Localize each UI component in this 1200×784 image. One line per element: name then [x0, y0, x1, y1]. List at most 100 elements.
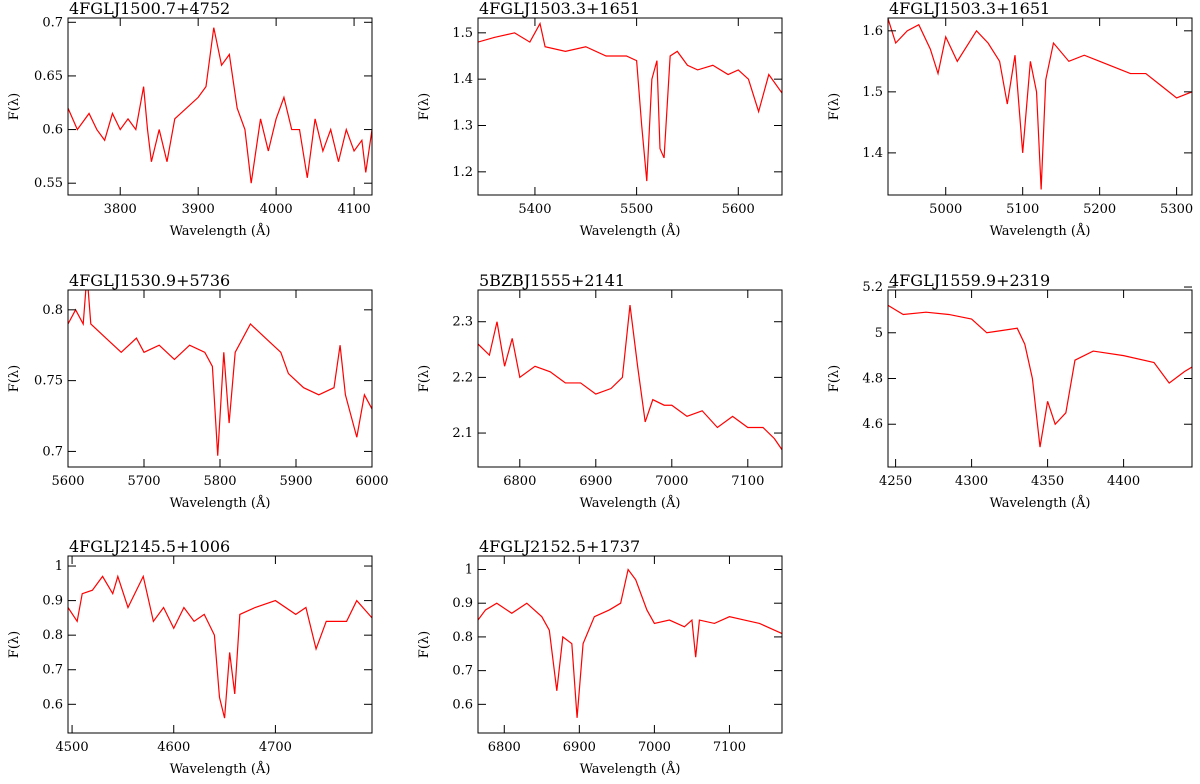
y-tick-label: 0.7 — [452, 664, 473, 679]
plot-frame — [67, 289, 373, 468]
y-axis-label: F(λ) — [7, 365, 22, 392]
x-tick-label: 5400 — [518, 202, 551, 217]
panel: 4250 4300 4350 4400 4.6 4.8 5 5.2 4FGLJ1559.9+23… — [827, 271, 1193, 511]
plot-frame — [477, 289, 783, 468]
panel: 6800 6900 7000 7100 0.6 0.7 0.8 0.9 1 4FGLJ2152.5… — [417, 537, 783, 777]
x-tick-label: 7000 — [655, 474, 688, 489]
y-tick-label: 2.1 — [452, 426, 473, 441]
y-axis-label: F(λ) — [417, 631, 432, 658]
y-tick-label: 0.7 — [42, 663, 63, 678]
plot-area — [68, 574, 372, 719]
x-axis-label: Wavelength (Å) — [990, 495, 1091, 511]
x-tick-label: 6900 — [579, 474, 612, 489]
plot-area — [478, 21, 782, 182]
panel-title: 4FGLJ2152.5+1737 — [479, 537, 640, 556]
plot-area — [478, 304, 782, 451]
y-axis-label: F(λ) — [7, 631, 22, 658]
y-tick-label: 1.5 — [862, 85, 883, 100]
x-tick-label: 6900 — [563, 740, 596, 755]
x-tick-label: 4350 — [1031, 474, 1064, 489]
y-tick-label: 0.65 — [34, 69, 63, 84]
x-tick-label: 4400 — [1107, 474, 1140, 489]
panel: 6800 6900 7000 7100 2.1 2.2 2.3 5BZBJ1555+2141 W… — [417, 271, 783, 511]
x-axis-label: Wavelength (Å) — [170, 495, 271, 511]
spectrum-line — [478, 21, 782, 182]
plot-frame — [477, 555, 783, 734]
y-tick-label: 0.7 — [42, 15, 63, 30]
x-tick-label: 3800 — [104, 202, 137, 217]
spectrum-line — [478, 568, 782, 718]
y-axis-label: F(λ) — [417, 365, 432, 392]
x-tick-label: 7000 — [638, 740, 671, 755]
x-tick-label: 5100 — [1006, 202, 1039, 217]
x-tick-label: 5200 — [1083, 202, 1116, 217]
y-axis-label: F(λ) — [7, 93, 22, 120]
x-axis-label: Wavelength (Å) — [170, 223, 271, 239]
panel: 3800 3900 4000 4100 0.55 0.6 0.65 0.7 4FGLJ1500.… — [7, 0, 373, 239]
x-tick-label: 5600 — [51, 474, 84, 489]
x-axis-label: Wavelength (Å) — [170, 761, 271, 777]
plot-area — [478, 568, 782, 718]
panel-title: 5BZBJ1555+2141 — [479, 271, 625, 290]
y-tick-label: 0.7 — [42, 444, 63, 459]
x-tick-label: 5900 — [279, 474, 312, 489]
y-tick-label: 1 — [465, 562, 473, 577]
panel-title: 4FGLJ1503.3+1651 — [889, 0, 1050, 18]
plot-frame — [67, 17, 373, 196]
y-tick-label: 1.4 — [452, 72, 473, 87]
x-tick-label: 4000 — [260, 202, 293, 217]
x-tick-label: 5700 — [127, 474, 160, 489]
y-tick-label: 5.2 — [862, 280, 883, 295]
y-tick-label: 1 — [55, 559, 63, 574]
plot-frame — [67, 555, 373, 734]
panel: 5000 5100 5200 5300 1.4 1.5 1.6 4FGLJ1503.3+165… — [827, 0, 1193, 239]
y-tick-label: 0.8 — [42, 303, 63, 318]
panel-title: 4FGLJ1503.3+1651 — [479, 0, 640, 18]
y-axis-label: F(λ) — [417, 93, 432, 120]
x-tick-label: 7100 — [731, 474, 764, 489]
plot-area — [888, 304, 1192, 448]
panel: 5400 5500 5600 1.2 1.3 1.4 1.5 4FGLJ1503.3+1651… — [417, 0, 783, 239]
panel-title: 4FGLJ1559.9+2319 — [889, 271, 1050, 290]
x-tick-label: 6800 — [503, 474, 536, 489]
plot-frame — [477, 17, 783, 196]
plot-area — [888, 18, 1192, 190]
plot-frame — [887, 17, 1193, 196]
spectrum-line — [888, 304, 1192, 448]
y-tick-label: 1.3 — [452, 118, 473, 133]
y-axis-label: F(λ) — [827, 93, 842, 120]
y-axis-label: F(λ) — [827, 365, 842, 392]
x-axis-label: Wavelength (Å) — [580, 223, 681, 239]
x-axis-label: Wavelength (Å) — [580, 761, 681, 777]
x-tick-label: 5000 — [929, 202, 962, 217]
y-tick-label: 0.55 — [34, 176, 63, 191]
spectrum-line — [478, 304, 782, 451]
y-tick-label: 0.9 — [42, 594, 63, 609]
panel-title: 4FGLJ1500.7+4752 — [69, 0, 230, 18]
x-axis-label: Wavelength (Å) — [990, 223, 1091, 239]
spectrum-line — [68, 27, 372, 184]
spectrum-line — [68, 574, 372, 719]
y-tick-label: 1.4 — [862, 146, 883, 161]
y-tick-label: 0.8 — [42, 628, 63, 643]
x-tick-label: 4600 — [157, 740, 190, 755]
panel: 4500 4600 4700 0.6 0.7 0.8 0.9 1 4FGLJ2145.5+100… — [7, 537, 373, 777]
x-axis-label: Wavelength (Å) — [580, 495, 681, 511]
x-tick-label: 7100 — [713, 740, 746, 755]
y-tick-label: 1.2 — [452, 165, 473, 180]
panel: 5600 5700 5800 5900 6000 0.7 0.75 0.8 4FGLJ1530.… — [7, 271, 389, 511]
plot-frame — [887, 289, 1193, 468]
panel-title: 4FGLJ1530.9+5736 — [69, 271, 230, 290]
y-tick-label: 4.6 — [862, 417, 883, 432]
x-tick-label: 6000 — [355, 474, 388, 489]
x-tick-label: 4300 — [955, 474, 988, 489]
y-tick-label: 2.2 — [452, 370, 473, 385]
y-tick-label: 0.9 — [452, 596, 473, 611]
y-tick-label: 5 — [875, 326, 883, 341]
x-tick-label: 5600 — [722, 202, 755, 217]
plot-area — [68, 27, 372, 184]
y-tick-label: 2.3 — [452, 315, 473, 330]
spectrum-line — [888, 18, 1192, 190]
